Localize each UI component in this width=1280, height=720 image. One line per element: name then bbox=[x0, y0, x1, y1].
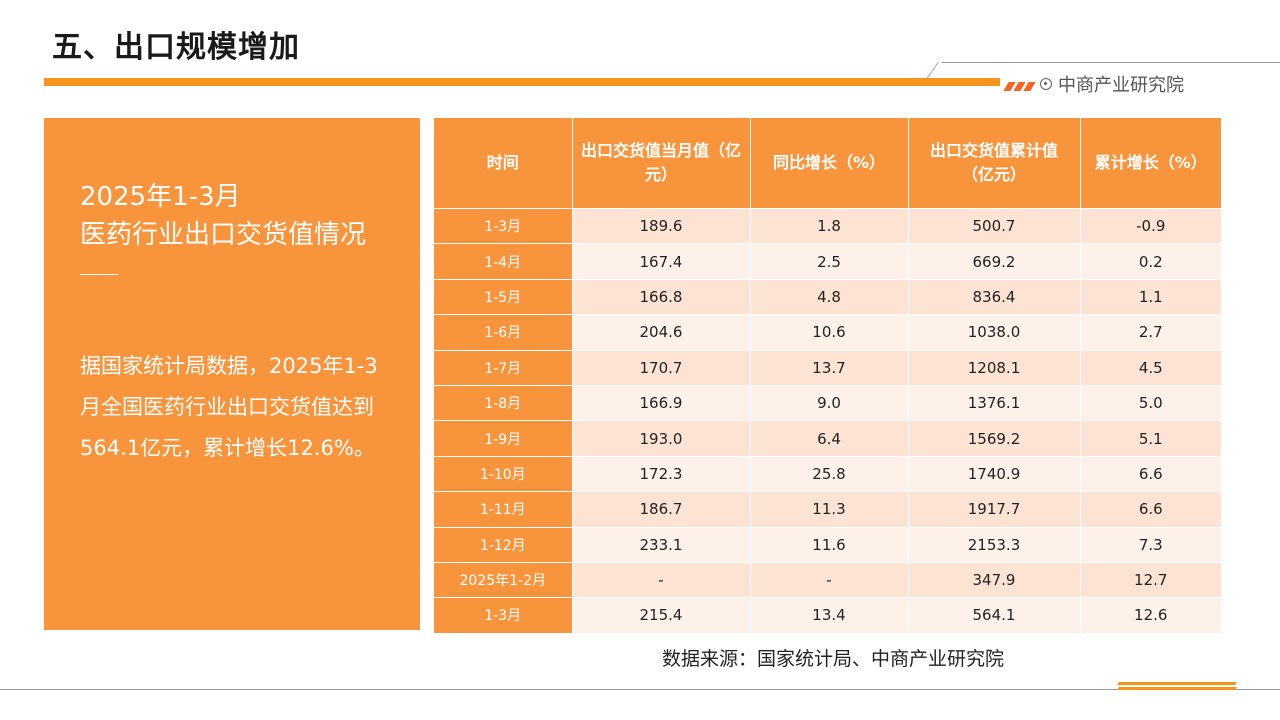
table-row: 1-6月 204.6 10.6 1038.0 2.7 bbox=[434, 314, 1221, 351]
cell-cumulative-value: 1569.2 bbox=[908, 420, 1081, 457]
cell-yoy-growth: 9.0 bbox=[750, 384, 909, 421]
brand-name: 中商产业研究院 bbox=[1058, 75, 1184, 96]
cell-monthly-value: 233.1 bbox=[572, 526, 751, 563]
cell-time: 1-11月 bbox=[434, 491, 573, 528]
cell-monthly-value: 166.8 bbox=[572, 278, 751, 315]
summary-body-text: 据国家统计局数据，2025年1-3月全国医药行业出口交货值达到564.1亿元，累… bbox=[80, 354, 378, 460]
cell-cumulative-growth: 5.0 bbox=[1080, 384, 1221, 421]
cell-time: 1-8月 bbox=[434, 384, 573, 421]
cell-monthly-value: 189.6 bbox=[572, 207, 751, 244]
cell-yoy-growth: 2.5 bbox=[750, 243, 909, 280]
cell-yoy-growth: 1.8 bbox=[750, 207, 909, 244]
cell-cumulative-value: 500.7 bbox=[908, 207, 1081, 244]
cell-yoy-growth: 10.6 bbox=[750, 314, 909, 351]
cell-cumulative-value: 836.4 bbox=[908, 278, 1081, 315]
cell-cumulative-value: 1038.0 bbox=[908, 314, 1081, 351]
cell-yoy-growth: 4.8 bbox=[750, 278, 909, 315]
column-header-cumulative-value: 出口交货值累计值（亿元） bbox=[908, 118, 1081, 209]
table-row: 1-5月 166.8 4.8 836.4 1.1 bbox=[434, 278, 1221, 315]
cell-cumulative-value: 1740.9 bbox=[908, 455, 1081, 492]
cell-cumulative-growth: -0.9 bbox=[1080, 207, 1221, 244]
cell-cumulative-growth: 7.3 bbox=[1080, 526, 1221, 563]
column-header-cumulative-growth: 累计增长（%） bbox=[1080, 118, 1221, 209]
column-header-monthly-value: 出口交货值当月值（亿元） bbox=[572, 118, 751, 209]
cell-time: 2025年1-2月 bbox=[434, 561, 573, 598]
cell-yoy-growth: 6.4 bbox=[750, 420, 909, 457]
cell-time: 1-6月 bbox=[434, 314, 573, 351]
table-row: 1-11月 186.7 11.3 1917.7 6.6 bbox=[434, 491, 1221, 528]
footer-stripes-decoration bbox=[1117, 682, 1237, 692]
cell-time: 1-3月 bbox=[434, 597, 573, 633]
brand-logo: 中商产业研究院 bbox=[1040, 71, 1184, 97]
cell-monthly-value: 166.9 bbox=[572, 384, 751, 421]
table-header-row: 时间 出口交货值当月值（亿元） 同比增长（%） 出口交货值累计值（亿元） 累计增… bbox=[434, 118, 1221, 209]
cell-time: 1-4月 bbox=[434, 243, 573, 280]
summary-divider bbox=[80, 274, 118, 275]
table-row: 1-3月 215.4 13.4 564.1 12.6 bbox=[434, 597, 1221, 633]
cell-time: 1-3月 bbox=[434, 207, 573, 244]
table-row: 1-10月 172.3 25.8 1740.9 6.6 bbox=[434, 455, 1221, 492]
cell-cumulative-value: 669.2 bbox=[908, 243, 1081, 280]
cell-yoy-growth: 25.8 bbox=[750, 455, 909, 492]
cell-cumulative-value: 347.9 bbox=[908, 561, 1081, 598]
table-row: 1-9月 193.0 6.4 1569.2 5.1 bbox=[434, 420, 1221, 457]
cell-time: 1-10月 bbox=[434, 455, 573, 492]
cell-cumulative-value: 1376.1 bbox=[908, 384, 1081, 421]
cell-monthly-value: 186.7 bbox=[572, 491, 751, 528]
cell-monthly-value: 170.7 bbox=[572, 349, 751, 386]
cell-monthly-value: 167.4 bbox=[572, 243, 751, 280]
cell-cumulative-growth: 6.6 bbox=[1080, 491, 1221, 528]
cell-monthly-value: - bbox=[572, 561, 751, 598]
cell-cumulative-growth: 0.2 bbox=[1080, 243, 1221, 280]
header-stripes-decoration bbox=[1003, 76, 1036, 95]
cell-cumulative-growth: 6.6 bbox=[1080, 455, 1221, 492]
cell-monthly-value: 204.6 bbox=[572, 314, 751, 351]
table-row: 1-12月 233.1 11.6 2153.3 7.3 bbox=[434, 526, 1221, 563]
summary-heading-line1: 2025年1-3月 bbox=[80, 182, 241, 212]
cell-cumulative-growth: 4.5 bbox=[1080, 349, 1221, 386]
summary-heading-line2: 医药行业出口交货值情况 bbox=[80, 220, 367, 250]
title-underline-bar bbox=[44, 78, 1000, 86]
column-header-time: 时间 bbox=[434, 118, 573, 209]
cell-time: 1-5月 bbox=[434, 278, 573, 315]
cell-cumulative-value: 564.1 bbox=[908, 597, 1081, 633]
summary-panel: 2025年1-3月 医药行业出口交货值情况 据国家统计局数据，2025年1-3月… bbox=[44, 118, 420, 630]
cell-monthly-value: 172.3 bbox=[572, 455, 751, 492]
cell-time: 1-9月 bbox=[434, 420, 573, 457]
cell-cumulative-growth: 12.7 bbox=[1080, 561, 1221, 598]
table-row: 1-4月 167.4 2.5 669.2 0.2 bbox=[434, 243, 1221, 280]
cell-monthly-value: 215.4 bbox=[572, 597, 751, 633]
cell-yoy-growth: 11.3 bbox=[750, 491, 909, 528]
cell-cumulative-growth: 1.1 bbox=[1080, 278, 1221, 315]
cell-time: 1-7月 bbox=[434, 349, 573, 386]
cell-yoy-growth: - bbox=[750, 561, 909, 598]
page-title: 五、出口规模增加 bbox=[52, 30, 300, 65]
cell-cumulative-growth: 5.1 bbox=[1080, 420, 1221, 457]
table-row: 1-8月 166.9 9.0 1376.1 5.0 bbox=[434, 384, 1221, 421]
cell-cumulative-value: 1917.7 bbox=[908, 491, 1081, 528]
cell-cumulative-value: 1208.1 bbox=[908, 349, 1081, 386]
data-source-note: 数据来源：国家统计局、中商产业研究院 bbox=[662, 648, 1005, 670]
footer-rule bbox=[0, 689, 1280, 690]
cell-monthly-value: 193.0 bbox=[572, 420, 751, 457]
cell-cumulative-growth: 2.7 bbox=[1080, 314, 1221, 351]
cell-time: 1-12月 bbox=[434, 526, 573, 563]
cell-cumulative-growth: 12.6 bbox=[1080, 597, 1221, 633]
table-row: 1-7月 170.7 13.7 1208.1 4.5 bbox=[434, 349, 1221, 386]
cell-yoy-growth: 13.7 bbox=[750, 349, 909, 386]
cell-yoy-growth: 11.6 bbox=[750, 526, 909, 563]
table-row: 2025年1-2月 - -347.9 12.7 bbox=[434, 561, 1221, 598]
header-rule bbox=[942, 62, 1280, 63]
target-icon bbox=[1040, 78, 1052, 90]
column-header-yoy-growth: 同比增长（%） bbox=[750, 118, 909, 209]
cell-yoy-growth: 13.4 bbox=[750, 597, 909, 633]
cell-cumulative-value: 2153.3 bbox=[908, 526, 1081, 563]
table-row: 1-3月 189.6 1.8 500.7 -0.9 bbox=[434, 207, 1221, 244]
export-value-table: 时间 出口交货值当月值（亿元） 同比增长（%） 出口交货值累计值（亿元） 累计增… bbox=[434, 118, 1221, 633]
